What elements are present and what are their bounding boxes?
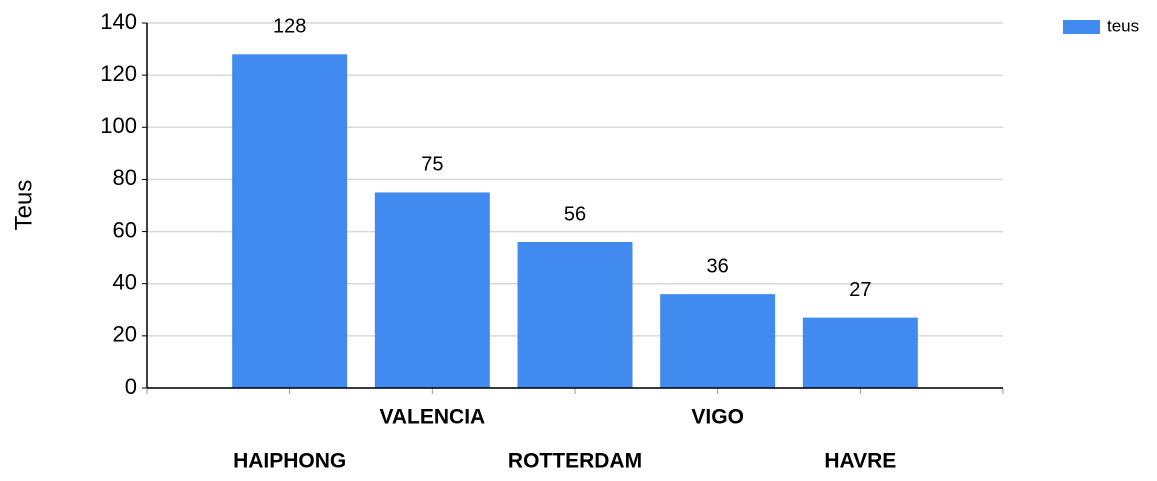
data-label: 75 [421,154,443,176]
data-label: 27 [849,279,871,301]
y-axis-title: Teus [10,180,37,231]
data-label: 56 [564,203,586,225]
bar [374,192,490,388]
y-tick-label: 60 [113,217,137,242]
legend-label: teus [1107,16,1139,35]
y-tick-label: 80 [113,165,137,190]
y-tick-label: 120 [100,61,137,86]
data-label: 36 [707,255,729,277]
x-tick-label: ROTTERDAM [508,450,642,473]
bar [802,317,918,388]
y-tick-label: 140 [100,9,137,34]
y-tick-label: 20 [113,322,137,347]
y-tick-label: 0 [125,374,137,399]
y-tick-label: 40 [113,270,137,295]
x-tick-label: HAVRE [824,450,896,473]
y-tick-label: 100 [100,113,137,138]
x-tick-label: HAIPHONG [233,450,346,473]
x-tick-label: VALENCIA [379,406,485,429]
x-tick-label: VIGO [691,406,744,429]
bar [517,242,633,388]
bar [232,54,348,389]
legend-swatch [1063,20,1100,34]
bar [660,294,776,388]
data-label: 128 [273,16,306,38]
